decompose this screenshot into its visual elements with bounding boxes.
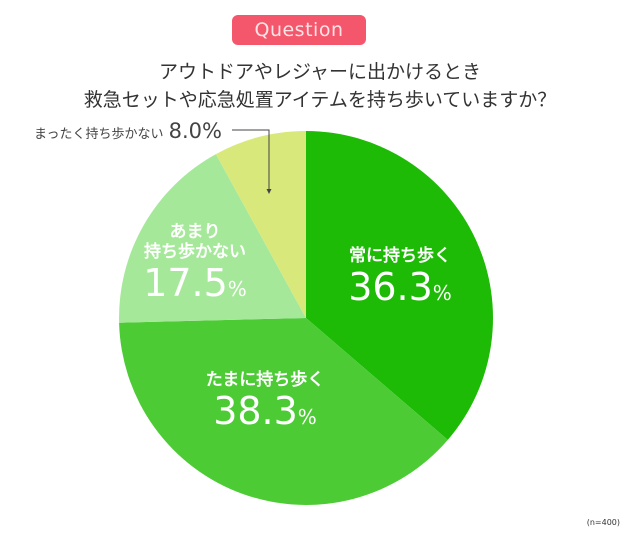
slice-never bbox=[215, 130, 306, 318]
chart-title-line2: 救急セットや応急処置アイテムを持ち歩いていますか？ bbox=[83, 89, 557, 111]
sample-size-note: (n=400) bbox=[586, 518, 620, 527]
label-sometimes: たまに持ち歩く 38.3% bbox=[205, 370, 325, 433]
chart-title-line1: アウトドアやレジャーに出かけるとき bbox=[158, 61, 482, 83]
label-rarely: あまり 持ち歩かない 17.5% bbox=[143, 222, 247, 305]
question-badge: Question bbox=[232, 15, 366, 45]
leader-line bbox=[232, 129, 270, 191]
slice-rarely bbox=[119, 154, 307, 323]
leader-arrow-icon bbox=[266, 189, 272, 194]
slice-sometimes bbox=[119, 318, 448, 505]
label-never: まったく持ち歩かない 8.0% bbox=[34, 119, 222, 143]
slice-always bbox=[306, 131, 493, 440]
label-always: 常に持ち歩く 36.3% bbox=[348, 246, 452, 309]
